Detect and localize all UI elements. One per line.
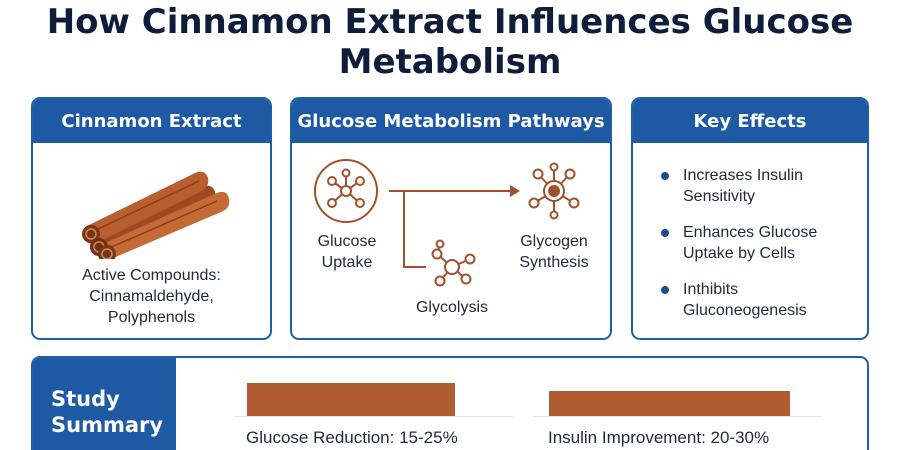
- bullet-icon: [661, 229, 669, 237]
- node-label-glucose-uptake: Glucose Uptake: [317, 233, 377, 271]
- glucose-uptake-molecule-icon: [314, 159, 378, 223]
- glucose-reduction-label: Glucose Reduction: 15-25%: [246, 428, 458, 447]
- list-item: Enhances Glucose Uptake by Cells: [659, 222, 817, 264]
- list-item: Increases Insulin Sensitivity: [659, 165, 817, 207]
- pathway-diagram: [314, 159, 580, 287]
- cinnamon-sticks-icon: [82, 171, 230, 259]
- panel-header: Cinnamon Extract: [33, 99, 270, 143]
- bar-fill: [549, 391, 790, 416]
- glycogen-molecule-icon: [528, 162, 580, 220]
- effects-list: Increases Insulin Sensitivity Enhances G…: [659, 165, 817, 336]
- study-summary-label: Study Summary: [33, 358, 176, 450]
- panel-header: Key Effects: [633, 99, 867, 143]
- cinnamon-extract-panel: Cinnamon Extract Active Compounds: Cinna…: [31, 97, 272, 340]
- panel-header: Glucose Metabolism Pathways: [292, 99, 610, 143]
- insulin-improvement-bar: [549, 391, 790, 416]
- bar-baseline: [533, 416, 823, 417]
- active-compounds-text: Active Compounds: Cinnamaldehyde, Polyph…: [82, 267, 221, 326]
- bullet-icon: [661, 286, 669, 294]
- bullet-icon: [661, 172, 669, 180]
- glucose-reduction-bar: [247, 383, 455, 416]
- node-label-glycolysis: Glycolysis: [415, 299, 488, 316]
- pathway-arrows: [389, 190, 510, 268]
- study-summary-panel: Study Summary Glucose Reduction: 15-25% …: [31, 356, 869, 450]
- bar-fill: [247, 383, 455, 416]
- insulin-improvement-label: Insulin Improvement: 20-30%: [548, 428, 770, 447]
- key-effects-panel: Key Effects Increases Insulin Sensitivit…: [631, 97, 869, 340]
- list-item: Inthibits Gluconeogenesis: [659, 279, 817, 321]
- node-label-glycogen-synthesis: Glycogen Synthesis: [519, 233, 589, 271]
- arrow-head-icon: [510, 185, 520, 197]
- page-title: How Cinnamon Extract Influences Glucose …: [46, 2, 854, 82]
- metabolism-pathways-panel: Glucose Metabolism Pathways: [290, 97, 612, 340]
- bar-baseline: [233, 416, 513, 417]
- glycolysis-molecule-icon: [431, 239, 476, 287]
